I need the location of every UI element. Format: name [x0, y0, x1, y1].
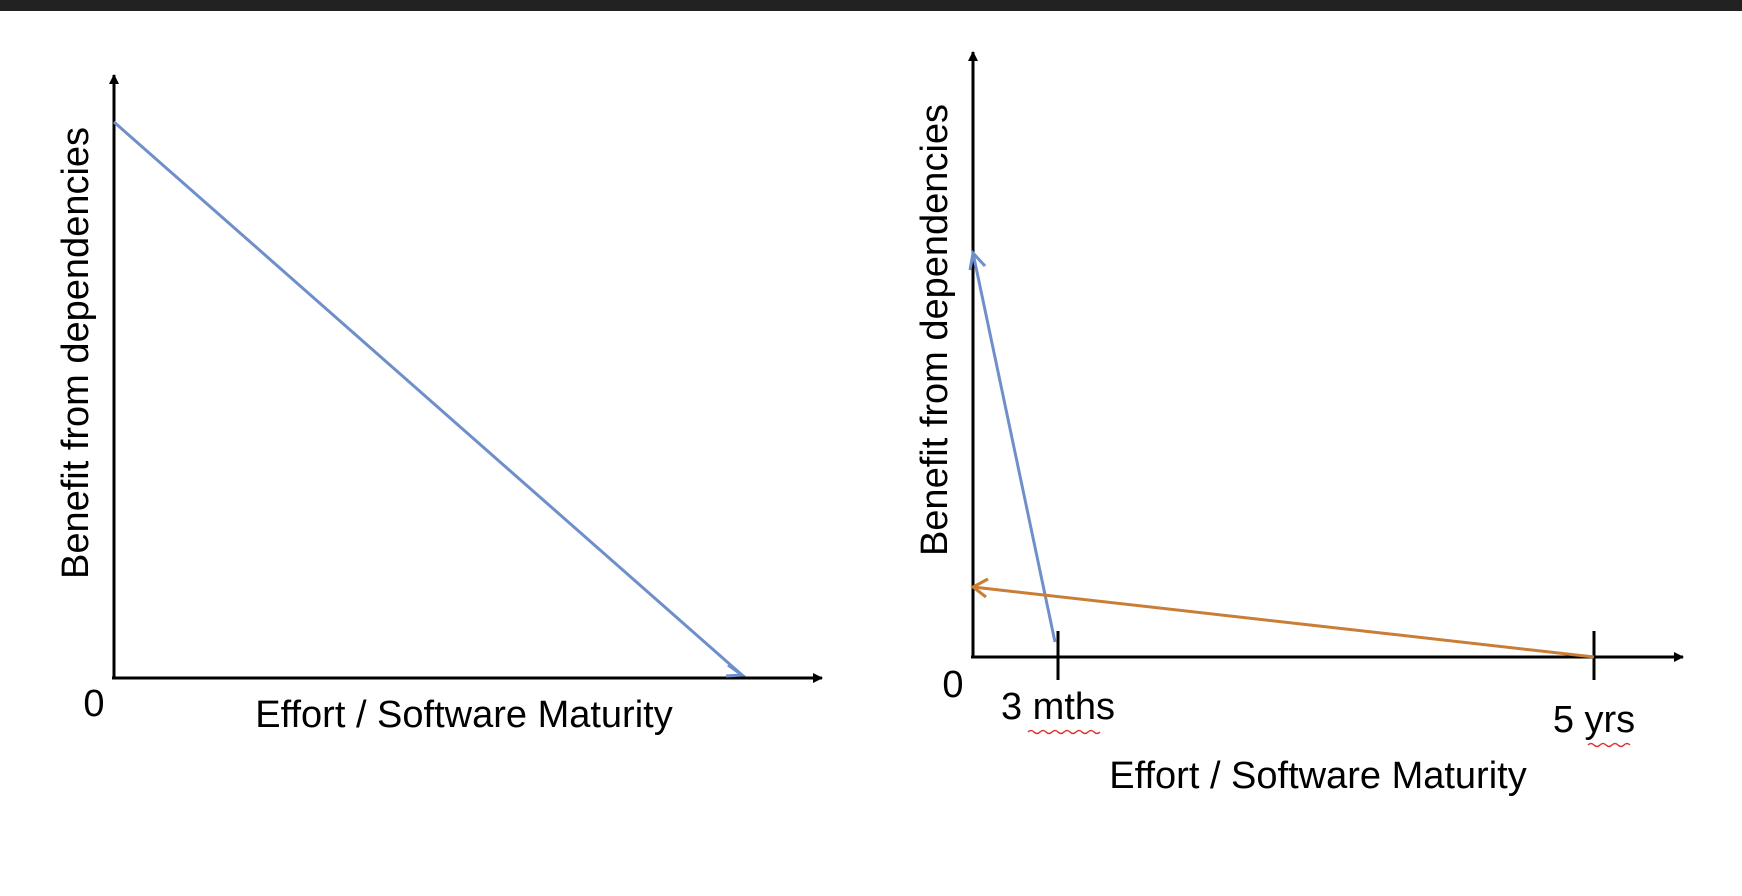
x-axis-label: Effort / Software Maturity [1109, 755, 1526, 797]
origin-label: 0 [942, 664, 963, 706]
arrow-head [970, 577, 989, 599]
x-axis-label: Effort / Software Maturity [255, 694, 672, 736]
spellcheck-underline [1027, 729, 1101, 735]
y-axis-label: Benefit from dependencies [55, 127, 97, 579]
blue-arrow [971, 252, 1057, 643]
orange-arrow [972, 585, 1595, 659]
left-panel: Benefit from dependencies 0 Effort / Sof… [55, 74, 823, 736]
tick-label: 3 mths [1001, 686, 1115, 728]
arrow-head [725, 663, 747, 678]
tick-label: 5 yrs [1553, 699, 1635, 741]
spellcheck-underline [1587, 742, 1631, 748]
origin-label: 0 [83, 683, 104, 725]
arrow-head [968, 249, 987, 271]
top-bar [0, 0, 1742, 11]
right-panel: Benefit from dependencies 0 3 mths 5 yrs… [914, 51, 1684, 797]
trend-arrow [113, 120, 743, 677]
y-axis-label: Benefit from dependencies [914, 104, 956, 556]
